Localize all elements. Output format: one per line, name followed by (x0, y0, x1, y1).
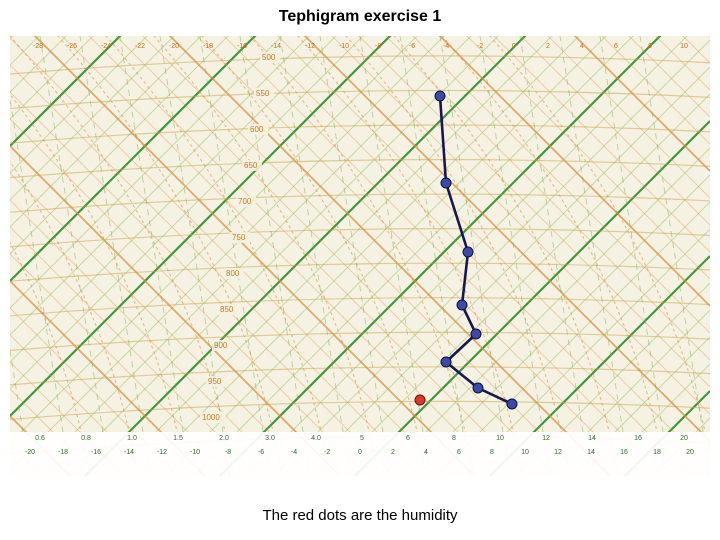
svg-text:750: 750 (232, 233, 246, 242)
svg-text:-6: -6 (258, 449, 264, 456)
svg-text:6: 6 (457, 449, 461, 456)
svg-text:-8: -8 (225, 449, 231, 456)
svg-text:4: 4 (580, 43, 584, 50)
svg-text:1.0: 1.0 (127, 435, 137, 442)
svg-text:-20: -20 (25, 449, 35, 456)
svg-text:-4: -4 (291, 449, 297, 456)
svg-text:14: 14 (587, 449, 595, 456)
svg-text:10: 10 (680, 43, 688, 50)
svg-text:-16: -16 (237, 43, 247, 50)
svg-text:-26: -26 (67, 43, 77, 50)
svg-text:-16: -16 (91, 449, 101, 456)
svg-text:-6: -6 (409, 43, 415, 50)
svg-text:850: 850 (220, 305, 234, 314)
svg-text:700: 700 (238, 197, 252, 206)
svg-text:6: 6 (614, 43, 618, 50)
svg-text:500: 500 (262, 53, 276, 62)
svg-text:4.0: 4.0 (311, 435, 321, 442)
svg-text:0.8: 0.8 (81, 435, 91, 442)
svg-text:950: 950 (208, 377, 222, 386)
svg-text:-20: -20 (169, 43, 179, 50)
svg-text:3.0: 3.0 (265, 435, 275, 442)
svg-text:20: 20 (680, 435, 688, 442)
svg-text:-12: -12 (305, 43, 315, 50)
svg-text:550: 550 (256, 89, 270, 98)
svg-text:2: 2 (391, 449, 395, 456)
svg-text:-24: -24 (101, 43, 111, 50)
svg-text:-18: -18 (203, 43, 213, 50)
svg-text:-22: -22 (135, 43, 145, 50)
svg-text:-12: -12 (157, 449, 167, 456)
svg-text:900: 900 (214, 341, 228, 350)
svg-text:-10: -10 (190, 449, 200, 456)
page-title: Tephigram exercise 1 (0, 8, 720, 26)
svg-text:8: 8 (648, 43, 652, 50)
svg-text:12: 12 (554, 449, 562, 456)
svg-text:8: 8 (452, 435, 456, 442)
tephigram-chart: 5005506006507007508008509009501000-20-18… (10, 36, 710, 476)
svg-text:0.6: 0.6 (35, 435, 45, 442)
svg-text:2: 2 (546, 43, 550, 50)
page-caption: The red dots are the humidity (0, 507, 720, 524)
svg-text:2.0: 2.0 (219, 435, 229, 442)
svg-text:18: 18 (653, 449, 661, 456)
svg-text:600: 600 (250, 125, 264, 134)
svg-text:-14: -14 (124, 449, 134, 456)
svg-text:10: 10 (521, 449, 529, 456)
svg-text:16: 16 (634, 435, 642, 442)
svg-text:5: 5 (360, 435, 364, 442)
svg-text:8: 8 (490, 449, 494, 456)
svg-text:0: 0 (512, 43, 516, 50)
svg-text:-28: -28 (33, 43, 43, 50)
svg-text:4: 4 (424, 449, 428, 456)
svg-text:12: 12 (542, 435, 550, 442)
svg-text:14: 14 (588, 435, 596, 442)
svg-text:-2: -2 (324, 449, 330, 456)
svg-text:6: 6 (406, 435, 410, 442)
svg-text:-10: -10 (339, 43, 349, 50)
svg-text:1.5: 1.5 (173, 435, 183, 442)
svg-text:16: 16 (620, 449, 628, 456)
svg-text:20: 20 (686, 449, 694, 456)
svg-text:10: 10 (496, 435, 504, 442)
svg-text:-14: -14 (271, 43, 281, 50)
svg-text:-18: -18 (58, 449, 68, 456)
svg-text:-2: -2 (477, 43, 483, 50)
svg-text:800: 800 (226, 269, 240, 278)
svg-text:1000: 1000 (202, 413, 220, 422)
svg-text:-4: -4 (443, 43, 449, 50)
svg-text:-8: -8 (375, 43, 381, 50)
svg-text:0: 0 (358, 449, 362, 456)
svg-text:650: 650 (244, 161, 258, 170)
